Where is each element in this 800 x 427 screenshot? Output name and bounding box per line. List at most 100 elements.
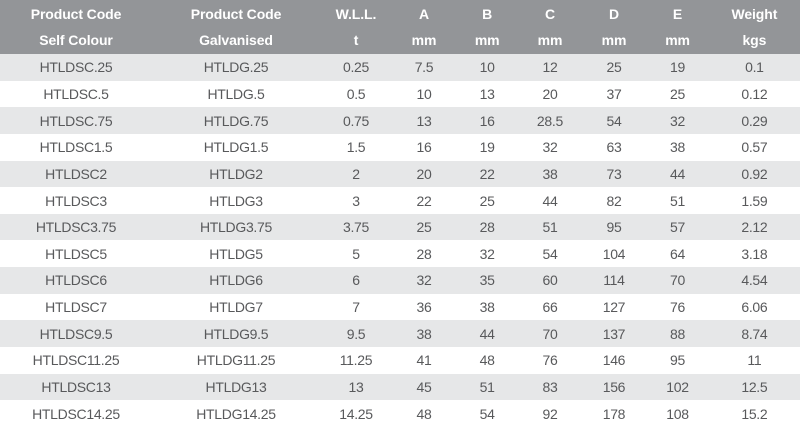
table-cell: 60 bbox=[542, 272, 558, 289]
table-cell: HTLDG9.5 bbox=[203, 325, 269, 342]
table-cell: 76 bbox=[542, 352, 558, 369]
table-cell: 114 bbox=[603, 272, 625, 289]
table-cell: 0.25 bbox=[342, 59, 370, 76]
table-cell: 10 bbox=[416, 85, 432, 102]
table-cell: 25 bbox=[670, 85, 686, 102]
table-cell: 13 bbox=[416, 112, 432, 129]
table-cell: 7.5 bbox=[414, 59, 434, 76]
table-cell: 1.5 bbox=[346, 139, 366, 156]
table-cell: 48 bbox=[416, 405, 432, 422]
table-cell: 44 bbox=[542, 192, 558, 209]
table-cell: 76 bbox=[670, 299, 686, 316]
table-cell: HTLDG6 bbox=[209, 272, 263, 289]
column-header: W.L.L. t bbox=[320, 0, 392, 54]
table-row: HTLDSC1.5 HTLDG1.5 1.5 16 19 32 63 38 0.57 bbox=[0, 133, 800, 161]
table-cell: 4.54 bbox=[741, 272, 768, 289]
column-header-line1: Product Code bbox=[30, 6, 122, 22]
table-cell: HTLDSC3.75 bbox=[35, 219, 117, 236]
table-cell: HTLDG11.25 bbox=[196, 352, 276, 369]
table-cell: 73 bbox=[606, 165, 622, 182]
table-cell: 13 bbox=[479, 85, 495, 102]
table-cell: 25 bbox=[479, 192, 495, 209]
table-cell: 2.12 bbox=[741, 219, 768, 236]
table-row: HTLDSC.25 HTLDG.25 0.25 7.5 10 12 25 19 0.1 bbox=[0, 54, 800, 81]
table-cell: 16 bbox=[479, 112, 495, 129]
column-header-line2: Galvanised bbox=[199, 32, 273, 48]
table-cell: 3.18 bbox=[741, 245, 768, 262]
table-body: HTLDSC.25 HTLDG.25 0.25 7.5 10 12 25 19 0.1 HTLDS… bbox=[0, 54, 800, 427]
table-cell: 22 bbox=[479, 165, 495, 182]
table-cell: 7 bbox=[352, 299, 360, 316]
table-cell: 54 bbox=[542, 245, 558, 262]
table-cell: 51 bbox=[542, 219, 558, 236]
table-row: HTLDSC3 HTLDG3 3 22 25 44 82 51 1.59 bbox=[0, 187, 800, 214]
table-row: HTLDSC2 HTLDG2 2 20 22 38 73 44 0.92 bbox=[0, 160, 800, 188]
table-cell: 25 bbox=[606, 59, 622, 76]
table-cell: HTLDSC14.25 bbox=[32, 405, 120, 422]
table-cell: 13 bbox=[348, 379, 364, 395]
table-cell: 92 bbox=[542, 405, 558, 422]
table-cell: 95 bbox=[606, 219, 622, 236]
table-cell: 11 bbox=[747, 352, 762, 369]
table-cell: HTLDSC3 bbox=[45, 192, 107, 209]
column-header-line2: Self Colour bbox=[39, 32, 113, 48]
column-header-line1: Weight bbox=[731, 6, 778, 22]
table-cell: 8.74 bbox=[741, 325, 768, 342]
table-cell: 5 bbox=[352, 245, 360, 262]
column-header: Product Code Galvanised bbox=[152, 0, 320, 54]
table-cell: 44 bbox=[479, 325, 495, 342]
table-cell: 32 bbox=[479, 245, 495, 262]
column-header-line1: B bbox=[482, 6, 493, 22]
table-cell: 25 bbox=[416, 219, 432, 236]
table-cell: 20 bbox=[416, 165, 432, 182]
table-cell: HTLDG1.5 bbox=[203, 139, 269, 156]
table-row: HTLDSC.5 HTLDG.5 0.5 10 13 20 37 25 0.12 bbox=[0, 80, 800, 108]
table-row: HTLDSC11.25 HTLDG11.25 11.25 41 48 76 146 95 11 bbox=[0, 347, 800, 374]
table-cell: 41 bbox=[416, 352, 432, 369]
table-cell: 54 bbox=[606, 112, 622, 129]
table-cell: 127 bbox=[602, 299, 626, 316]
table-cell: 15.2 bbox=[741, 405, 768, 422]
table-cell: 83 bbox=[542, 379, 558, 395]
table-cell: 57 bbox=[670, 219, 686, 236]
table-cell: 0.29 bbox=[741, 112, 768, 129]
column-header-line2: mm bbox=[665, 32, 690, 48]
table-cell: 38 bbox=[416, 325, 432, 342]
table-cell: 51 bbox=[479, 379, 495, 395]
table-cell: 11.25 bbox=[339, 352, 373, 369]
table-cell: 0.1 bbox=[745, 59, 764, 76]
table-row: HTLDSC9.5 HTLDG9.5 9.5 38 44 70 137 88 8.74 bbox=[0, 320, 800, 348]
column-header-line2: mm bbox=[537, 32, 563, 48]
table-cell: 0.12 bbox=[741, 85, 768, 102]
table-cell: 20 bbox=[542, 85, 558, 102]
table-cell: 137 bbox=[602, 325, 626, 342]
table-cell: HTLDSC7 bbox=[45, 299, 107, 316]
table-cell: 28 bbox=[479, 219, 495, 236]
table-cell: 19 bbox=[479, 139, 495, 156]
table-cell: 16 bbox=[416, 139, 432, 156]
table-cell: HTLDG7 bbox=[209, 299, 263, 316]
table-cell: HTLDG13 bbox=[205, 379, 267, 395]
table-cell: HTLDSC.25 bbox=[39, 59, 113, 76]
table-cell: 32 bbox=[416, 272, 432, 289]
table-cell: 95 bbox=[670, 352, 686, 369]
table-cell: 51 bbox=[670, 192, 686, 209]
table-cell: 28.5 bbox=[536, 112, 563, 129]
table-cell: 70 bbox=[542, 325, 558, 342]
table-cell: HTLDSC13 bbox=[41, 379, 111, 395]
table-cell: HTLDG3 bbox=[209, 192, 263, 209]
table-cell: HTLDG.5 bbox=[207, 85, 265, 102]
column-header-line1: E bbox=[672, 6, 683, 22]
table-cell: 22 bbox=[416, 192, 432, 209]
table-row: HTLDSC6 HTLDG6 6 32 35 60 114 70 4.54 bbox=[0, 267, 800, 294]
table-cell: HTLDSC11.25 bbox=[32, 352, 120, 369]
table-cell: 38 bbox=[670, 139, 686, 156]
table-cell: 0.92 bbox=[741, 165, 768, 182]
table-row: HTLDSC14.25 HTLDG14.25 14.25 48 54 92 178 108 15… bbox=[0, 400, 800, 427]
table-cell: 88 bbox=[670, 325, 686, 342]
table-cell: 6.06 bbox=[741, 299, 768, 316]
